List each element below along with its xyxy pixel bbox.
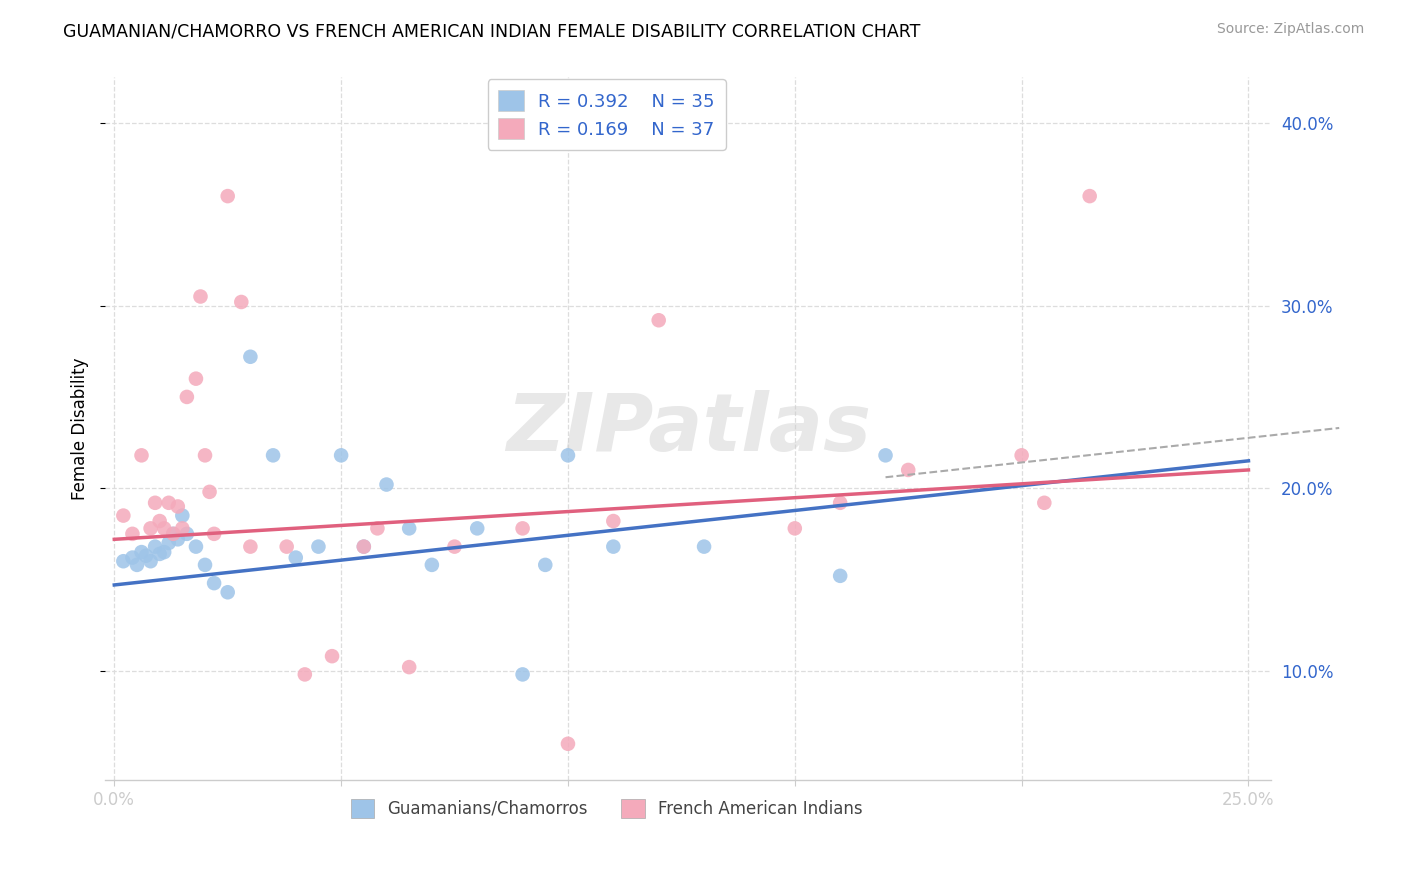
Point	[112, 554, 135, 568]
Point	[398, 660, 420, 674]
Point	[172, 508, 194, 523]
Point	[217, 585, 239, 599]
Point	[135, 549, 157, 563]
Point	[149, 514, 172, 528]
Point	[190, 289, 212, 303]
Point	[1011, 448, 1033, 462]
Point	[131, 448, 153, 462]
Point	[1033, 496, 1056, 510]
Point	[398, 521, 420, 535]
Point	[353, 540, 375, 554]
Point	[557, 448, 579, 462]
Legend: Guamanians/Chamorros, French American Indians: Guamanians/Chamorros, French American In…	[344, 792, 869, 825]
Point	[366, 521, 388, 535]
Point	[198, 484, 221, 499]
Point	[875, 448, 897, 462]
Point	[172, 521, 194, 535]
Point	[143, 540, 166, 554]
Point	[465, 521, 488, 535]
Point	[139, 554, 162, 568]
Point	[276, 540, 298, 554]
Point	[443, 540, 465, 554]
Point	[143, 496, 166, 510]
Point	[693, 540, 716, 554]
Point	[307, 540, 329, 554]
Point	[897, 463, 920, 477]
Point	[284, 550, 307, 565]
Point	[262, 448, 284, 462]
Point	[125, 558, 148, 572]
Point	[166, 533, 188, 547]
Point	[830, 569, 852, 583]
Point	[176, 526, 198, 541]
Point	[149, 547, 172, 561]
Point	[176, 390, 198, 404]
Point	[321, 649, 343, 664]
Point	[162, 526, 184, 541]
Point	[157, 496, 180, 510]
Point	[184, 540, 207, 554]
Point	[166, 500, 188, 514]
Point	[602, 514, 624, 528]
Point	[202, 576, 225, 591]
Point	[217, 189, 239, 203]
Point	[184, 372, 207, 386]
Point	[512, 667, 534, 681]
Point	[139, 521, 162, 535]
Point	[330, 448, 353, 462]
Point	[294, 667, 316, 681]
Point	[557, 737, 579, 751]
Text: GUAMANIAN/CHAMORRO VS FRENCH AMERICAN INDIAN FEMALE DISABILITY CORRELATION CHART: GUAMANIAN/CHAMORRO VS FRENCH AMERICAN IN…	[63, 22, 921, 40]
Text: ZIPatlas: ZIPatlas	[506, 390, 870, 468]
Point	[375, 477, 398, 491]
Point	[194, 448, 217, 462]
Point	[202, 526, 225, 541]
Point	[121, 526, 143, 541]
Point	[239, 350, 262, 364]
Point	[112, 508, 135, 523]
Point	[1078, 189, 1101, 203]
Point	[194, 558, 217, 572]
Point	[512, 521, 534, 535]
Point	[239, 540, 262, 554]
Point	[121, 550, 143, 565]
Point	[353, 540, 375, 554]
Point	[602, 540, 624, 554]
Point	[420, 558, 443, 572]
Point	[534, 558, 557, 572]
Text: Source: ZipAtlas.com: Source: ZipAtlas.com	[1216, 22, 1364, 37]
Point	[153, 545, 176, 559]
Point	[231, 295, 253, 310]
Point	[162, 526, 184, 541]
Point	[783, 521, 806, 535]
Point	[153, 521, 176, 535]
Point	[647, 313, 669, 327]
Point	[131, 545, 153, 559]
Point	[830, 496, 852, 510]
Point	[157, 536, 180, 550]
Y-axis label: Female Disability: Female Disability	[72, 358, 89, 500]
